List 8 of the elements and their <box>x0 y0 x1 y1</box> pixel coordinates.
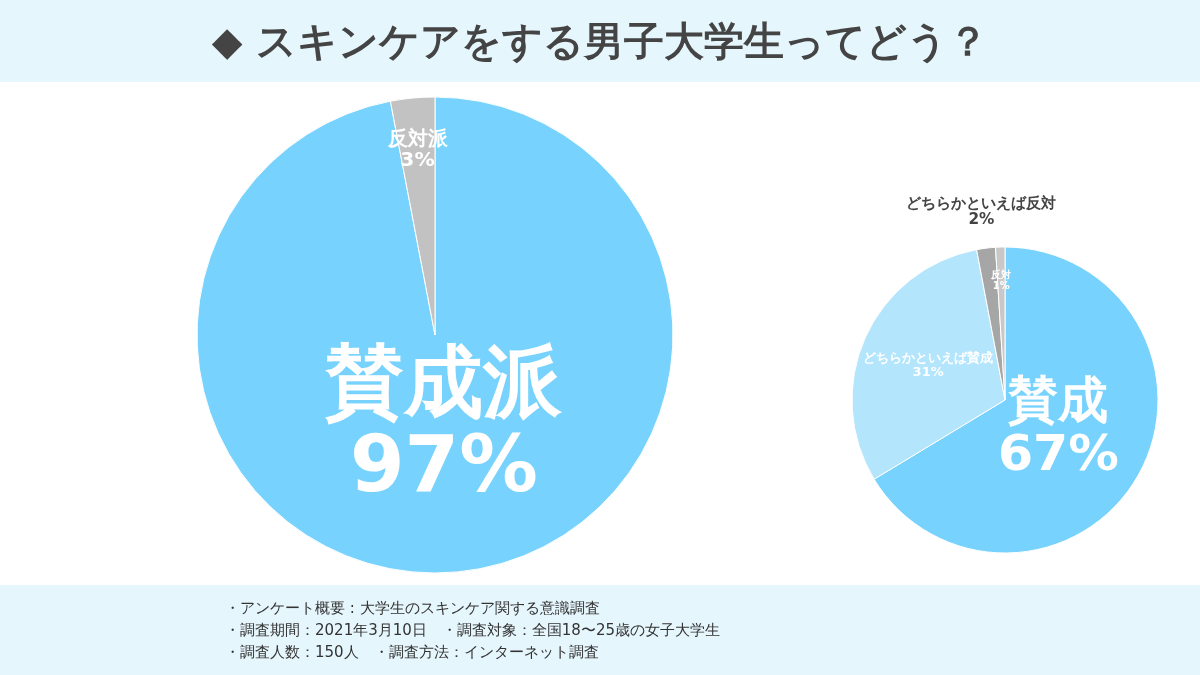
data-label: 31% <box>912 363 944 379</box>
text: ・調査人数：150人 ・調査方法：インターネット調査 <box>225 642 600 663</box>
slice-label: どちらかといえば反対 <box>906 193 1057 212</box>
text: ・調査期間：2021年3月10日 ・調査対象：全国18〜25歳の女子大学生 <box>225 620 720 641</box>
data-label: 3% <box>400 147 435 172</box>
chart-title: ◆ スキンケアをする男子大学生ってどう？ <box>211 16 989 66</box>
slice-label: どちらかといえば賛成 <box>863 350 994 366</box>
text: ・アンケート概要 : 大学生のスキンケア関する意識調査 <box>225 598 601 619</box>
